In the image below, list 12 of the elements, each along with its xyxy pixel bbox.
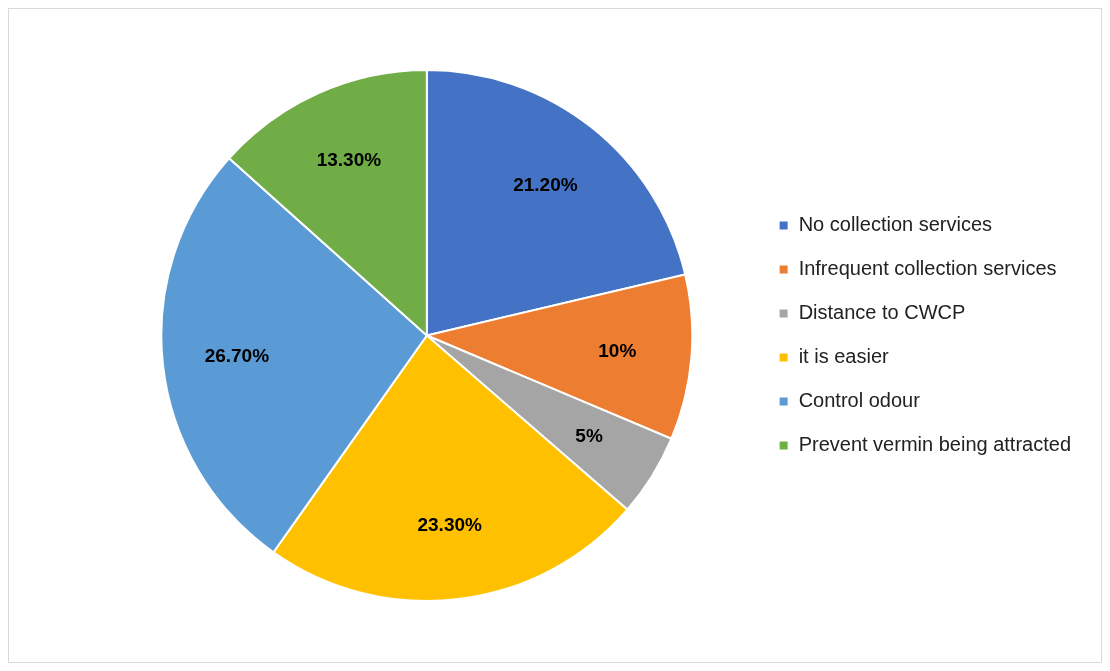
legend-label: it is easier (798, 345, 890, 368)
data-label: 10% (598, 339, 637, 361)
data-label: 23.30% (417, 513, 483, 535)
legend-label: No collection services (798, 213, 993, 236)
data-label: 26.70% (204, 345, 270, 367)
legend-label: Infrequent collection services (798, 257, 1057, 280)
legend-label: Distance to CWCP (798, 301, 966, 324)
legend-label: Control odour (798, 389, 921, 412)
data-label: 5% (575, 424, 603, 446)
data-label: 21.20% (513, 173, 578, 195)
data-label: 13.30% (316, 149, 382, 171)
legend-label: Prevent vermin being attracted (798, 433, 1072, 456)
